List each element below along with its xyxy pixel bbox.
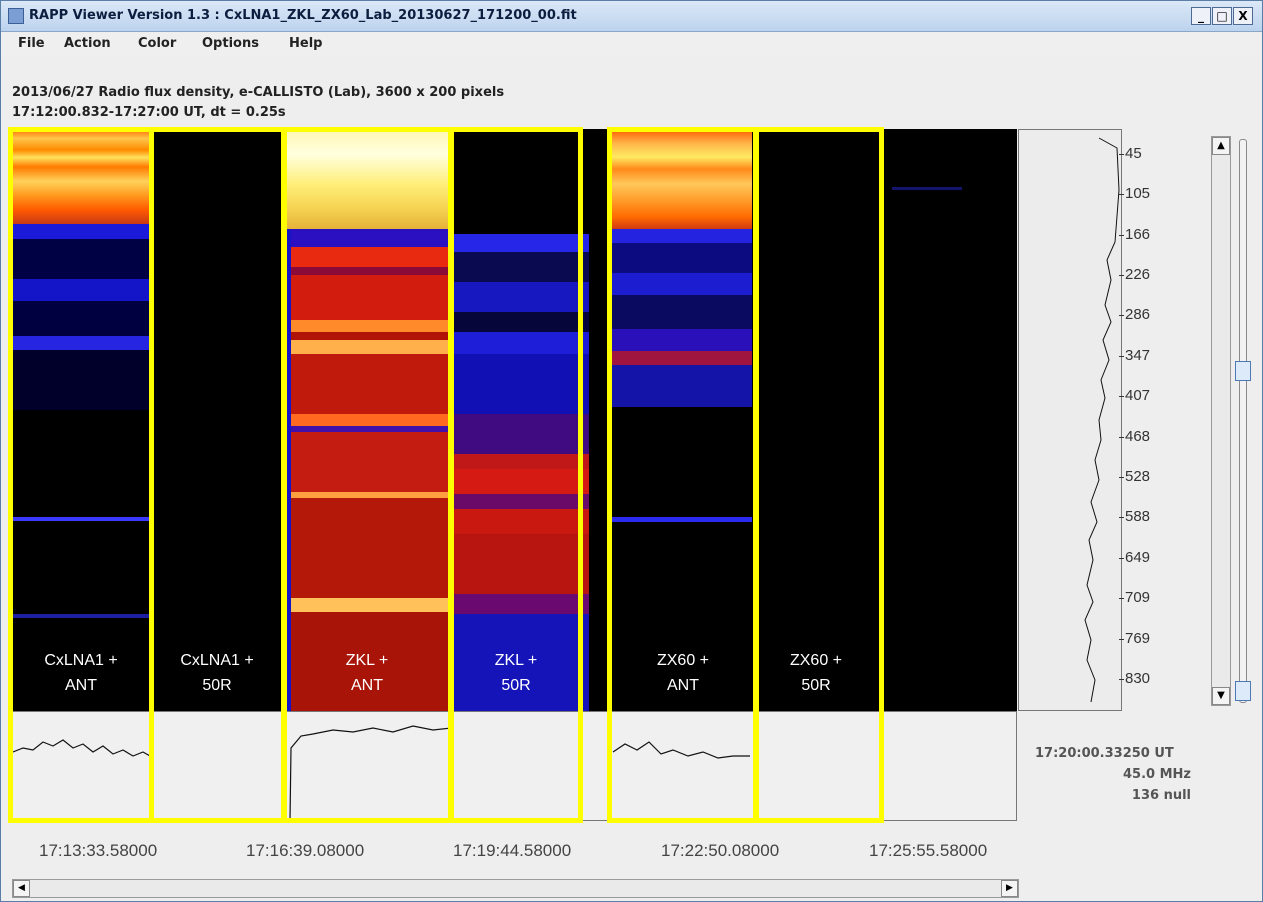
highlight-box-zkl-50r [449, 127, 583, 823]
scroll-down-button[interactable]: ▼ [1212, 687, 1230, 705]
vertical-scrollbar[interactable]: ▲ ▼ [1211, 136, 1231, 706]
frequency-profile-curve [1084, 137, 1120, 703]
menu-bar: File Action Color Options Help [1, 32, 1262, 56]
freq-tick-label: 769 [1118, 630, 1151, 647]
intensity-slider-lower-thumb[interactable] [1235, 681, 1251, 701]
spectrogram-band-zkl-50r [452, 129, 589, 711]
highlight-box-cxlna1-ant [8, 127, 154, 823]
highlight-box-zkl-ant [282, 127, 453, 823]
freq-tick-label: 528 [1118, 468, 1151, 485]
annotation-zx60-50r: ZX60 + 50R [746, 648, 886, 698]
freq-tick-label: 468 [1118, 428, 1151, 445]
minimize-button[interactable]: _ [1191, 7, 1211, 25]
menu-options[interactable]: Options [202, 36, 259, 51]
light-curve-panel [12, 711, 1017, 821]
menu-file[interactable]: File [18, 36, 45, 51]
intensity-slider-upper-thumb[interactable] [1235, 361, 1251, 381]
highlight-box-zx60-ant [607, 127, 759, 823]
freq-tick-label: 45 [1119, 145, 1142, 162]
window-title: RAPP Viewer Version 1.3 : CxLNA1_ZKL_ZX6… [29, 8, 577, 23]
readout-time: 17:20:00.33250 UT [1035, 746, 1174, 761]
title-bar[interactable]: RAPP Viewer Version 1.3 : CxLNA1_ZKL_ZX6… [1, 1, 1262, 32]
annotation-line: 50R [801, 677, 831, 694]
spectrogram-canvas[interactable] [12, 129, 1017, 711]
time-tick-label: 17:13:33.58000 [39, 841, 158, 860]
maximize-button[interactable]: □ [1212, 7, 1232, 25]
time-tick-label: 17:22:50.08000 [661, 841, 780, 860]
spectrogram-band-cxlna1-50r [150, 129, 287, 711]
intensity-slider-track[interactable] [1239, 139, 1247, 703]
spectrogram-band-zkl-ant [287, 129, 452, 711]
frequency-profile-panel [1018, 129, 1122, 711]
freq-tick-label: 830 [1118, 670, 1151, 687]
annotation-line: ANT [65, 677, 97, 694]
annotation-line: 50R [501, 677, 531, 694]
readout-value: 136 null [1131, 788, 1191, 803]
freq-tick-label: 649 [1118, 549, 1151, 566]
freq-tick-label: 347 [1118, 347, 1151, 364]
time-tick-label: 17:25:55.58000 [869, 841, 988, 860]
annotation-line: ZX60 + [789, 652, 843, 669]
java-app-icon [8, 8, 24, 24]
annotation-line: ZKL + [345, 652, 389, 669]
observation-info: 2013/06/27 Radio flux density, e-CALLIST… [12, 85, 505, 100]
close-button[interactable]: X [1233, 7, 1253, 25]
scroll-right-button[interactable]: ▶ [1001, 880, 1018, 897]
spectrogram-band-zx60-50r [752, 129, 1017, 711]
time-tick-label: 17:19:44.58000 [453, 841, 572, 860]
annotation-line: CxLNA1 + [44, 652, 118, 669]
spectrogram-band-zx60-ant [612, 129, 752, 711]
time-tick-label: 17:16:39.08000 [246, 841, 365, 860]
spectrogram-band-cxlna1-ant [12, 129, 150, 711]
scroll-up-button[interactable]: ▲ [1212, 137, 1230, 155]
highlight-box-zx60-50r [753, 127, 884, 823]
freq-tick-label: 105 [1118, 185, 1151, 202]
spectrogram-gap [589, 129, 612, 711]
annotation-line: ZKL + [494, 652, 538, 669]
menu-action[interactable]: Action [64, 36, 111, 51]
freq-tick-label: 588 [1118, 508, 1151, 525]
annotation-line: ANT [351, 677, 383, 694]
annotation-zkl-50r: ZKL + 50R [446, 648, 586, 698]
annotation-cxlna1-50r: CxLNA1 + 50R [147, 648, 287, 698]
menu-color[interactable]: Color [138, 36, 177, 51]
annotation-cxlna1-ant: CxLNA1 + ANT [11, 648, 151, 698]
annotation-line: CxLNA1 + [180, 652, 254, 669]
light-curve-plot [13, 725, 750, 821]
scroll-left-button[interactable]: ◀ [13, 880, 30, 897]
freq-tick-label: 407 [1118, 387, 1151, 404]
freq-tick-label: 709 [1118, 589, 1151, 606]
time-range-info: 17:12:00.832-17:27:00 UT, dt = 0.25s [12, 105, 286, 120]
annotation-line: ZX60 + [656, 652, 710, 669]
freq-tick-label: 226 [1118, 266, 1151, 283]
annotation-zx60-ant: ZX60 + ANT [613, 648, 753, 698]
readout-frequency: 45.0 MHz [1123, 767, 1191, 782]
annotation-line: ANT [667, 677, 699, 694]
annotation-line: 50R [202, 677, 232, 694]
horizontal-scrollbar[interactable]: ◀ ▶ [12, 879, 1019, 898]
highlight-box-cxlna1-50r [149, 127, 286, 823]
menu-help[interactable]: Help [289, 36, 323, 51]
freq-tick-label: 166 [1118, 226, 1151, 243]
annotation-zkl-ant: ZKL + ANT [297, 648, 437, 698]
freq-tick-label: 286 [1118, 306, 1151, 323]
